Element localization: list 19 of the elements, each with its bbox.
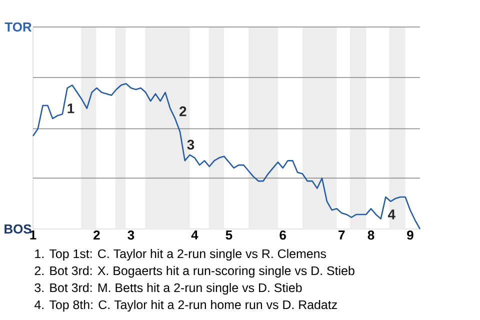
x-tick-label: 8 (368, 230, 374, 240)
text: 2. Bot 3rd: X. Bogaerts hit a run-scoring single vs D. Stieb (34, 266, 354, 278)
text: BOS (4, 224, 32, 234)
annotation: 3 (187, 140, 194, 150)
text: 3. Bot 3rd: M. Betts hit a 2-run single vs D. Stieb (34, 282, 302, 295)
x-tick-label: 9 (407, 230, 414, 240)
x-tick-label: 4 (191, 230, 198, 240)
annotation: 1 (68, 104, 74, 114)
x-tick-label: 5 (226, 230, 232, 240)
text: 4. Top 8th: C. Taylor hit a 2-run home run vs D. Radatz (34, 300, 337, 312)
x-tick-label: 2 (94, 230, 100, 240)
x-tick-label: 3 (128, 230, 134, 240)
text: 1. Top 1st: C. Taylor hit a 2-run single vs R. Clemens (35, 248, 326, 261)
annotation: 4 (388, 210, 396, 220)
x-tick-label: 7 (338, 230, 345, 240)
x-tick-label: 6 (280, 230, 286, 240)
text: TOR (4, 22, 32, 32)
x-tick-label: 1 (30, 230, 36, 240)
annotation: 2 (180, 106, 186, 116)
